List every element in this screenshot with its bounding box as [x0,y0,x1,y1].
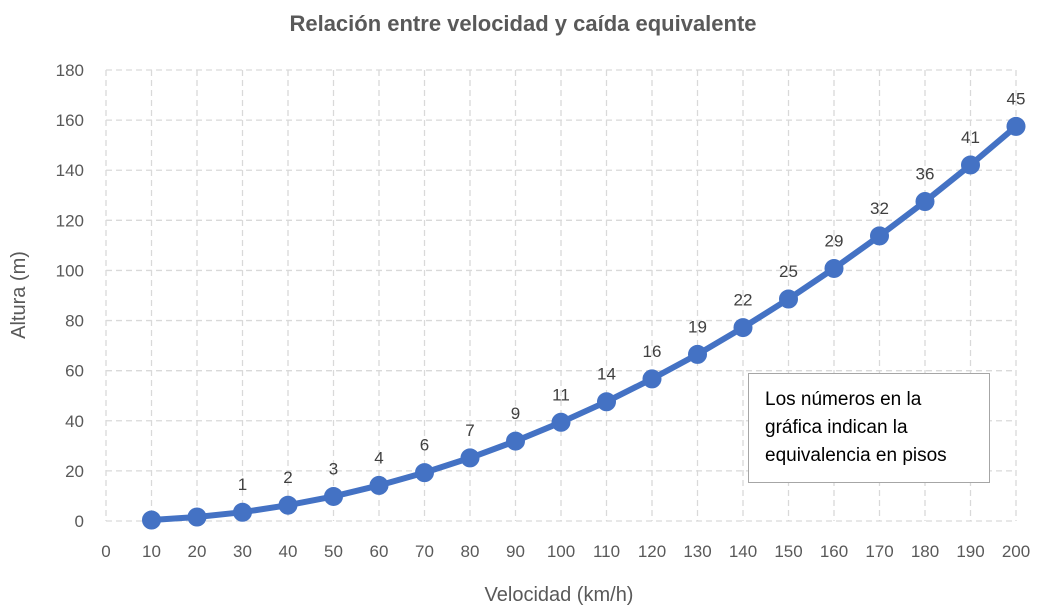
data-label: 32 [870,199,889,218]
data-labels: 1 2 3 4 6 7 9 11 14 16 19 22 25 29 32 36 41 45 [238,89,1026,494]
data-label: 11 [552,385,570,404]
y-tick-label: 180 [56,61,84,80]
y-tick-label: 100 [56,261,84,280]
data-point [369,475,389,495]
data-label: 22 [734,291,753,310]
x-axis-title: Velocidad (km/h) [485,584,634,606]
x-tick-label: 180 [911,542,939,561]
data-label: 2 [283,468,292,487]
data-point [733,318,753,338]
data-point [233,502,252,522]
data-label: 7 [465,421,474,440]
x-tick-label: 120 [638,542,666,561]
x-tick-label: 200 [1002,542,1030,561]
y-tick-label: 80 [65,312,84,331]
data-point [142,510,161,530]
data-label: 4 [374,448,383,467]
data-point [551,412,571,432]
y-tick-label: 160 [56,111,84,130]
annotation-box: Los números en la gráfica indican la equ… [748,373,990,483]
data-point [324,486,343,506]
data-label: 29 [825,231,844,250]
x-tick-label: 0 [101,542,110,561]
data-point [870,226,889,246]
data-label: 9 [511,404,520,423]
data-label: 19 [688,317,707,336]
x-tick-label: 190 [956,542,984,561]
data-point [1006,116,1026,136]
data-label: 14 [597,365,616,384]
x-tick-label: 70 [415,542,434,561]
data-point [597,392,616,412]
data-label: 1 [238,475,247,494]
data-point [187,507,207,527]
y-tick-label: 20 [65,462,84,481]
x-tick-label: 50 [324,542,343,561]
y-tick-label: 140 [56,161,84,180]
chart-title: Relación entre velocidad y caída equival… [289,11,756,36]
x-tick-label: 30 [233,542,252,561]
x-tick-label: 160 [820,542,848,561]
x-tick-label: 130 [683,542,711,561]
data-label: 41 [961,128,980,147]
x-tick-label: 140 [729,542,757,561]
x-tick-label: 80 [461,542,480,561]
y-tick-label: 40 [65,412,84,431]
x-tick-label: 40 [279,542,298,561]
data-point [506,431,525,451]
data-label: 16 [643,342,662,361]
y-axis-title: Altura (m) [8,251,30,339]
x-tick-label: 150 [774,542,802,561]
data-point [460,448,480,468]
y-tick-label: 0 [75,512,84,531]
annotation-text: Los números en la gráfica indican la equ… [765,389,947,466]
data-label: 6 [420,436,429,455]
data-point [915,192,935,212]
data-point [415,463,434,483]
data-label: 45 [1007,89,1026,108]
data-label: 3 [329,459,338,478]
x-tick-label: 60 [370,542,389,561]
data-point [779,289,798,309]
series-layer [142,116,1026,530]
data-point [278,495,298,515]
x-tick-label: 90 [506,542,525,561]
data-point [961,155,980,175]
y-tick-label: 120 [56,211,84,230]
x-tick-label: 110 [593,542,620,561]
data-point [688,344,707,364]
x-tick-label: 20 [188,542,207,561]
x-tick-label: 170 [865,542,893,561]
y-tick-label: 60 [65,362,84,381]
x-axis-ticks: 0 10 20 30 40 50 60 70 80 90 100 110 120 130 140 150 160… [101,542,1030,561]
data-label: 25 [779,262,798,281]
y-axis-ticks: 0 20 40 60 80 100 120 140 160 180 [56,61,84,531]
data-label: 36 [916,165,935,184]
x-tick-label: 100 [547,542,575,561]
data-point [824,258,844,278]
data-point [642,369,662,389]
x-tick-label: 10 [142,542,161,561]
